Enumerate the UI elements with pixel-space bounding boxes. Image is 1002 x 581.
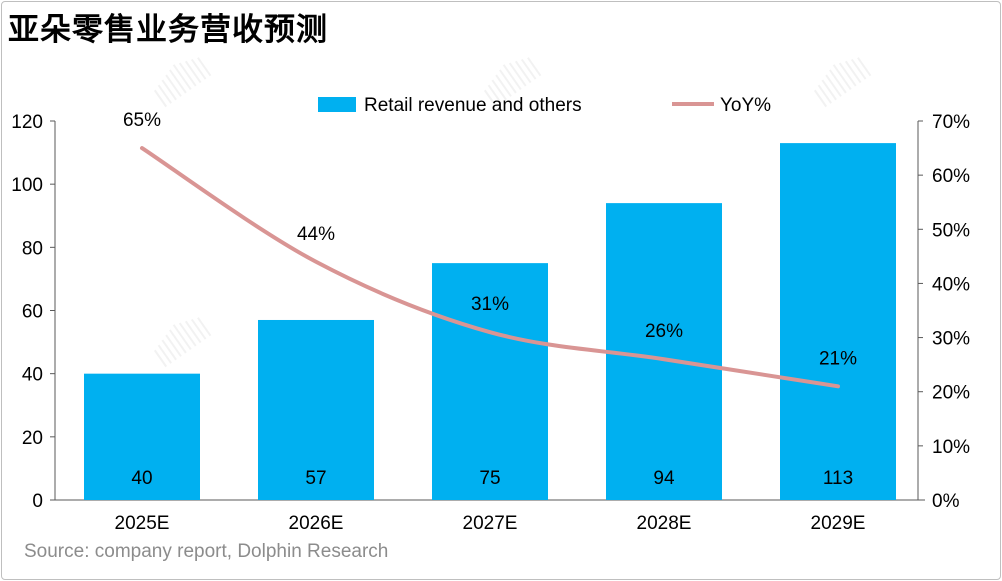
left-axis-tick-label: 80 [22, 238, 43, 259]
watermark-stripe [857, 57, 872, 77]
left-axis-tick-label: 100 [11, 175, 43, 196]
watermark-stripe [165, 74, 182, 97]
watermark-stripe [829, 69, 847, 94]
bar-data-label: 57 [305, 468, 326, 489]
left-axis-tick-label: 40 [22, 365, 43, 386]
watermark-stripe [499, 69, 517, 94]
watermark-stripe [178, 322, 197, 347]
watermark-stripe [817, 84, 832, 104]
watermark-stripe [508, 62, 527, 87]
bar-data-label: 75 [479, 468, 500, 489]
yoy-data-label: 21% [819, 348, 857, 369]
watermark-stripe [172, 324, 192, 350]
watermark-stripe [184, 60, 202, 84]
x-axis-tick-label: 2025E [115, 513, 170, 534]
watermark-stripe [161, 79, 177, 101]
watermark-stripe [197, 317, 212, 337]
chart-title: 亚朵零售业务营收预测 [8, 12, 328, 48]
bar-data-label: 113 [823, 468, 853, 489]
yoy-data-label: 44% [297, 224, 335, 245]
watermark-stripe [169, 329, 187, 354]
x-axis-tick-label: 2026E [289, 513, 344, 534]
watermark-stripe [520, 58, 537, 80]
watermark-stripe [813, 89, 828, 108]
watermark-stripe [502, 64, 522, 90]
watermark-stripe [527, 57, 542, 77]
watermark-stripe [153, 89, 168, 108]
watermark-stripe [821, 79, 837, 101]
watermark-stripe [491, 79, 507, 101]
left-axis-tick-label: 0 [32, 491, 43, 512]
yoy-data-label: 65% [123, 110, 161, 131]
left-axis-tick-label: 60 [22, 302, 43, 323]
watermark-stripe [825, 74, 842, 97]
legend-label-line: YoY% [720, 95, 771, 116]
watermark-logo [813, 57, 872, 108]
source-note: Source: company report, Dolphin Research [24, 541, 389, 562]
right-axis-tick-label: 0% [932, 491, 960, 512]
watermark-stripe [483, 89, 498, 108]
right-axis-tick-label: 10% [932, 437, 970, 458]
bar-2025E [84, 373, 200, 500]
left-axis-tick-label: 20 [22, 428, 43, 449]
watermark-stripe [844, 60, 862, 84]
watermark-stripe [495, 74, 512, 97]
bar-2027E [432, 263, 548, 500]
right-axis-tick-label: 70% [932, 112, 970, 133]
right-axis-tick-label: 30% [932, 329, 970, 350]
watermark-stripe [832, 64, 852, 90]
yoy-data-label: 31% [471, 294, 509, 315]
yoy-data-label: 26% [645, 321, 683, 342]
watermark-stripe [487, 84, 502, 104]
watermark-stripe [178, 62, 197, 87]
right-axis-tick-label: 20% [932, 383, 970, 404]
watermark-stripe [838, 62, 857, 87]
bar-2028E [606, 203, 722, 500]
watermark-stripe [190, 58, 207, 80]
watermark-logo [153, 57, 212, 108]
watermark-stripe [165, 334, 182, 357]
legend-label-bar: Retail revenue and others [364, 95, 582, 116]
bar-2026E [258, 319, 374, 500]
watermark-stripe [161, 339, 177, 361]
left-axis-tick-label: 120 [11, 112, 43, 133]
watermark-stripe [153, 349, 168, 368]
right-axis-tick-label: 60% [932, 166, 970, 187]
watermark-stripe [157, 344, 172, 364]
watermark-stripe [197, 57, 212, 77]
x-axis-tick-label: 2029E [811, 513, 866, 534]
bar-2029E [780, 143, 896, 500]
legend-swatch-bar [318, 97, 356, 112]
x-axis-tick-label: 2027E [463, 513, 518, 534]
watermark-stripe [184, 320, 202, 344]
watermark-stripe [157, 84, 172, 104]
watermark-stripe [514, 60, 532, 84]
watermark-stripe [169, 69, 187, 94]
watermark-logo [153, 317, 212, 368]
watermark-stripe [190, 318, 207, 340]
watermark-stripe [850, 58, 867, 80]
bar-data-label: 40 [131, 468, 152, 489]
x-axis-tick-label: 2028E [637, 513, 692, 534]
watermark-logo [483, 57, 542, 108]
watermark-stripe [172, 64, 192, 90]
right-axis-tick-label: 50% [932, 220, 970, 241]
right-axis-tick-label: 40% [932, 274, 970, 295]
bar-data-label: 94 [653, 468, 675, 489]
